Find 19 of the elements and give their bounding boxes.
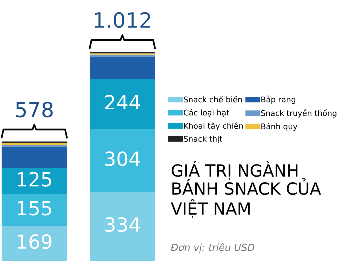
bar <box>2 194 68 226</box>
data-label: 304 <box>106 152 140 166</box>
data-label: 334 <box>106 217 140 232</box>
data-label: 125 <box>18 172 52 187</box>
text: Đơn vị: triệu USD <box>171 243 255 253</box>
bar <box>90 192 156 261</box>
bar <box>90 56 156 80</box>
bar <box>90 79 156 130</box>
data-label: 169 <box>18 234 52 250</box>
data-label: 155 <box>18 201 52 216</box>
bar <box>2 168 68 194</box>
bar <box>90 129 156 192</box>
bar <box>2 145 68 148</box>
bar <box>2 226 68 261</box>
bar <box>2 148 68 168</box>
total-label: 578 <box>16 102 53 118</box>
text: GIÁ TRỊ NGÀNH BÁNH SNACK CỦA VIỆT NAM <box>171 161 322 218</box>
total-label: 1.012 <box>95 12 150 28</box>
data-label: 244 <box>105 95 140 110</box>
